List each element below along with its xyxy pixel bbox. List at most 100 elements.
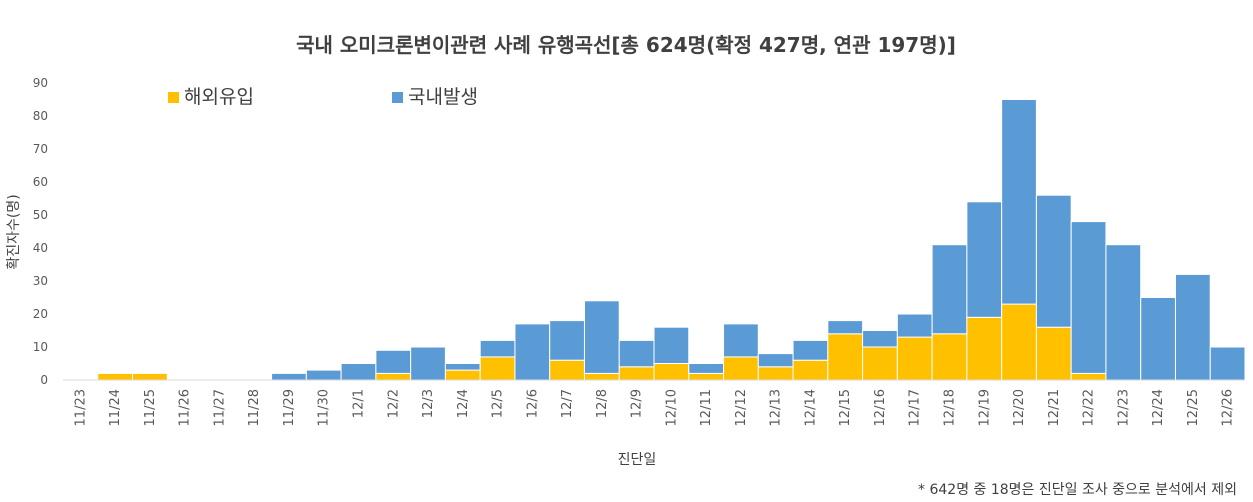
bar-segment-domestic: [1001, 99, 1037, 305]
legend-label: 해외유입: [184, 86, 254, 108]
x-tick-label: 12/1: [352, 389, 367, 418]
x-tick-label: 12/11: [699, 389, 714, 426]
y-tick-label: 10: [33, 340, 48, 354]
x-tick-label: 12/14: [803, 389, 818, 426]
bar-segment-overseas: [479, 356, 516, 381]
bar-segment-overseas: [444, 369, 481, 381]
bar-segment-overseas: [97, 372, 134, 381]
bar-segment-domestic: [1035, 194, 1072, 328]
bar-segment-overseas: [583, 372, 620, 381]
bar-segment-domestic: [1209, 346, 1246, 381]
bar-segment-overseas: [618, 366, 655, 381]
x-tick-label: 11/29: [282, 389, 297, 426]
bar-segment-overseas: [723, 356, 759, 381]
x-tick-labels: 11/23 11/24 11/25 11/26 11/27 11/28 11/29 11/30…: [73, 389, 1235, 426]
x-tick-label: 12/5: [491, 389, 506, 418]
bar-segment-domestic: [514, 323, 551, 381]
footnote: * 642명 중 18명은 진단일 조사 중으로 분석에서 제외: [918, 482, 1237, 498]
y-tick-label: 30: [33, 274, 48, 288]
y-tick-label: 90: [33, 76, 48, 90]
bar-segment-domestic: [549, 320, 585, 361]
bar-segment-overseas: [757, 366, 794, 381]
x-tick-label: 11/23: [73, 389, 88, 426]
bar-segment-domestic: [653, 326, 690, 365]
y-tick-label: 60: [33, 175, 48, 189]
bar-segment-domestic: [966, 201, 1003, 318]
x-tick-label: 12/2: [386, 389, 401, 418]
bar-segment-overseas: [1070, 372, 1107, 381]
bar-segment-domestic: [827, 320, 864, 335]
bar-segment-overseas: [688, 372, 725, 381]
x-tick-label: 12/17: [908, 389, 923, 426]
bar-segment-domestic: [688, 363, 725, 374]
x-tick-label: 12/3: [421, 389, 436, 418]
x-tick-label: 12/20: [1012, 389, 1027, 426]
bar-segment-domestic: [896, 313, 933, 338]
x-tick-label: 12/26: [1221, 389, 1236, 426]
x-tick-label: 12/22: [1082, 389, 1097, 426]
legend-label: 국내발생: [408, 86, 478, 108]
bar-segment-domestic: [479, 339, 516, 358]
y-tick-label: 50: [33, 208, 48, 222]
x-tick-label: 12/12: [734, 389, 749, 426]
x-tick-label: 12/9: [630, 389, 645, 418]
bar-segment-overseas: [549, 359, 585, 381]
bar-segment-overseas: [1001, 303, 1037, 381]
bar-segment-domestic: [757, 353, 794, 368]
bars-layer: [97, 99, 1246, 381]
bar-segment-overseas: [862, 346, 898, 381]
x-tick-label: 12/19: [977, 389, 992, 426]
bar-segment-domestic: [1140, 297, 1176, 381]
x-tick-label: 12/18: [943, 389, 958, 426]
x-tick-label: 12/23: [1116, 389, 1131, 426]
legend: 해외유입 국내발생: [168, 86, 478, 108]
bar-segment-domestic: [931, 244, 968, 335]
x-tick-label: 12/13: [769, 389, 784, 426]
bar-segment-domestic: [862, 330, 898, 348]
bar-segment-overseas: [931, 333, 968, 381]
bar-segment-overseas: [966, 316, 1003, 381]
bar-segment-domestic: [723, 323, 759, 358]
y-tick-label: 0: [40, 373, 48, 387]
bar-segment-overseas: [375, 372, 412, 381]
bar-segment-domestic: [618, 339, 655, 368]
x-tick-label: 12/4: [456, 389, 471, 418]
bar-segment-domestic: [444, 363, 481, 371]
bar-segment-domestic: [583, 300, 620, 374]
y-tick-label: 80: [33, 109, 48, 123]
x-tick-label: 12/16: [873, 389, 888, 426]
x-axis-label: 진단일: [618, 452, 657, 468]
chart-title: 국내 오미크론변이관련 사례 유행곡선[총 624명(확정 427명, 연관 1…: [296, 33, 956, 57]
legend-swatch: [392, 92, 403, 103]
legend-swatch: [168, 92, 179, 103]
y-tick-labels: 0 10 20 30 40 50 60 70 80 90: [33, 76, 48, 387]
y-axis-label: 확진자수(명): [6, 194, 22, 269]
bar-segment-overseas: [132, 372, 168, 381]
bar-segment-domestic: [340, 363, 377, 381]
bar-segment-domestic: [271, 372, 307, 381]
x-tick-label: 12/25: [1186, 389, 1201, 426]
bar-segment-domestic: [305, 369, 342, 381]
bar-segment-overseas: [792, 359, 829, 381]
bar-segment-domestic: [1174, 273, 1211, 381]
bar-segment-domestic: [375, 349, 412, 374]
x-tick-label: 12/8: [595, 389, 610, 418]
x-tick-label: 12/21: [1047, 389, 1062, 426]
x-tick-label: 11/25: [143, 389, 158, 426]
y-tick-label: 40: [33, 241, 48, 255]
y-tick-label: 70: [33, 142, 48, 156]
bar-segment-overseas: [896, 336, 933, 381]
x-tick-label: 11/24: [108, 389, 123, 426]
x-tick-label: 12/7: [560, 389, 575, 418]
bar-segment-domestic: [1070, 221, 1107, 374]
x-tick-label: 12/24: [1151, 389, 1166, 426]
bar-segment-overseas: [827, 333, 864, 381]
x-tick-label: 11/27: [212, 389, 227, 426]
bar-segment-domestic: [1105, 244, 1142, 381]
bar-segment-overseas: [1035, 326, 1072, 381]
x-tick-label: 11/28: [247, 389, 262, 426]
y-tick-label: 20: [33, 307, 48, 321]
x-tick-label: 12/6: [525, 389, 540, 418]
